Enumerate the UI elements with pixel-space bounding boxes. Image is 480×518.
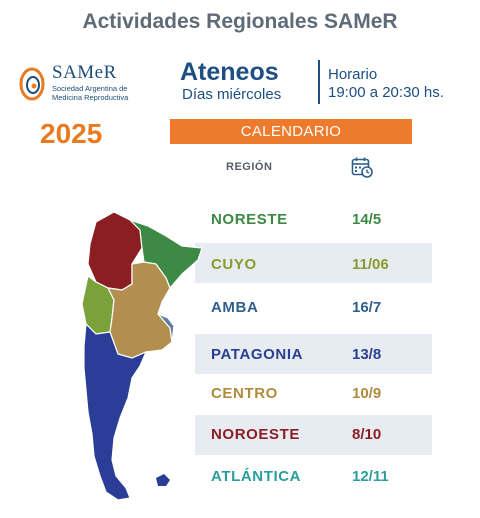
schedule-time: 19:00 a 20:30 hs. (328, 84, 444, 101)
region-date: 11/06 (352, 256, 389, 273)
region-name: ATLÁNTICA (211, 468, 302, 485)
calendar-banner: CALENDARIO (170, 119, 412, 144)
region-name: CENTRO (211, 385, 278, 402)
argentina-regions-map (81, 211, 203, 501)
logo-name: SAMeR (52, 62, 117, 83)
region-date: 14/5 (352, 211, 382, 228)
page-title: Actividades Regionales SAMeR (82, 10, 398, 33)
region-name: AMBA (211, 299, 259, 316)
samer-logo-icon (19, 67, 45, 101)
region-name: NOROESTE (211, 426, 300, 443)
divider (318, 60, 320, 104)
row-background (195, 415, 432, 455)
event-name: Ateneos (180, 58, 279, 86)
region-date: 8/10 (352, 426, 382, 443)
map-region-patagonia (83, 322, 148, 501)
year: 2025 (40, 118, 103, 149)
logo-subtitle: Sociedad Argentina de Medicina Reproduct… (52, 84, 128, 102)
region-date: 16/7 (352, 299, 382, 316)
map-malvinas-islands (156, 474, 170, 486)
logo-subtitle-line2: Medicina Reproductiva (52, 93, 129, 102)
region-date: 13/8 (352, 346, 382, 363)
row-background (195, 334, 432, 374)
map-region-noreste (129, 219, 203, 290)
event-day: Días miércoles (182, 86, 282, 103)
region-date: 12/11 (352, 468, 389, 485)
calendar-clock-icon (351, 157, 373, 178)
schedule-label: Horario (328, 66, 378, 83)
map-region-amba (157, 313, 175, 343)
region-date: 10/9 (352, 385, 382, 402)
region-name: PATAGONIA (211, 346, 304, 363)
region-name: CUYO (211, 256, 257, 273)
samer-logo: SAMeR Sociedad Argentina de Medicina Rep… (18, 62, 168, 112)
region-header: REGIÓN (226, 161, 273, 173)
row-background (195, 243, 432, 283)
region-name: NORESTE (211, 211, 288, 228)
logo-subtitle-line1: Sociedad Argentina de (52, 84, 128, 93)
